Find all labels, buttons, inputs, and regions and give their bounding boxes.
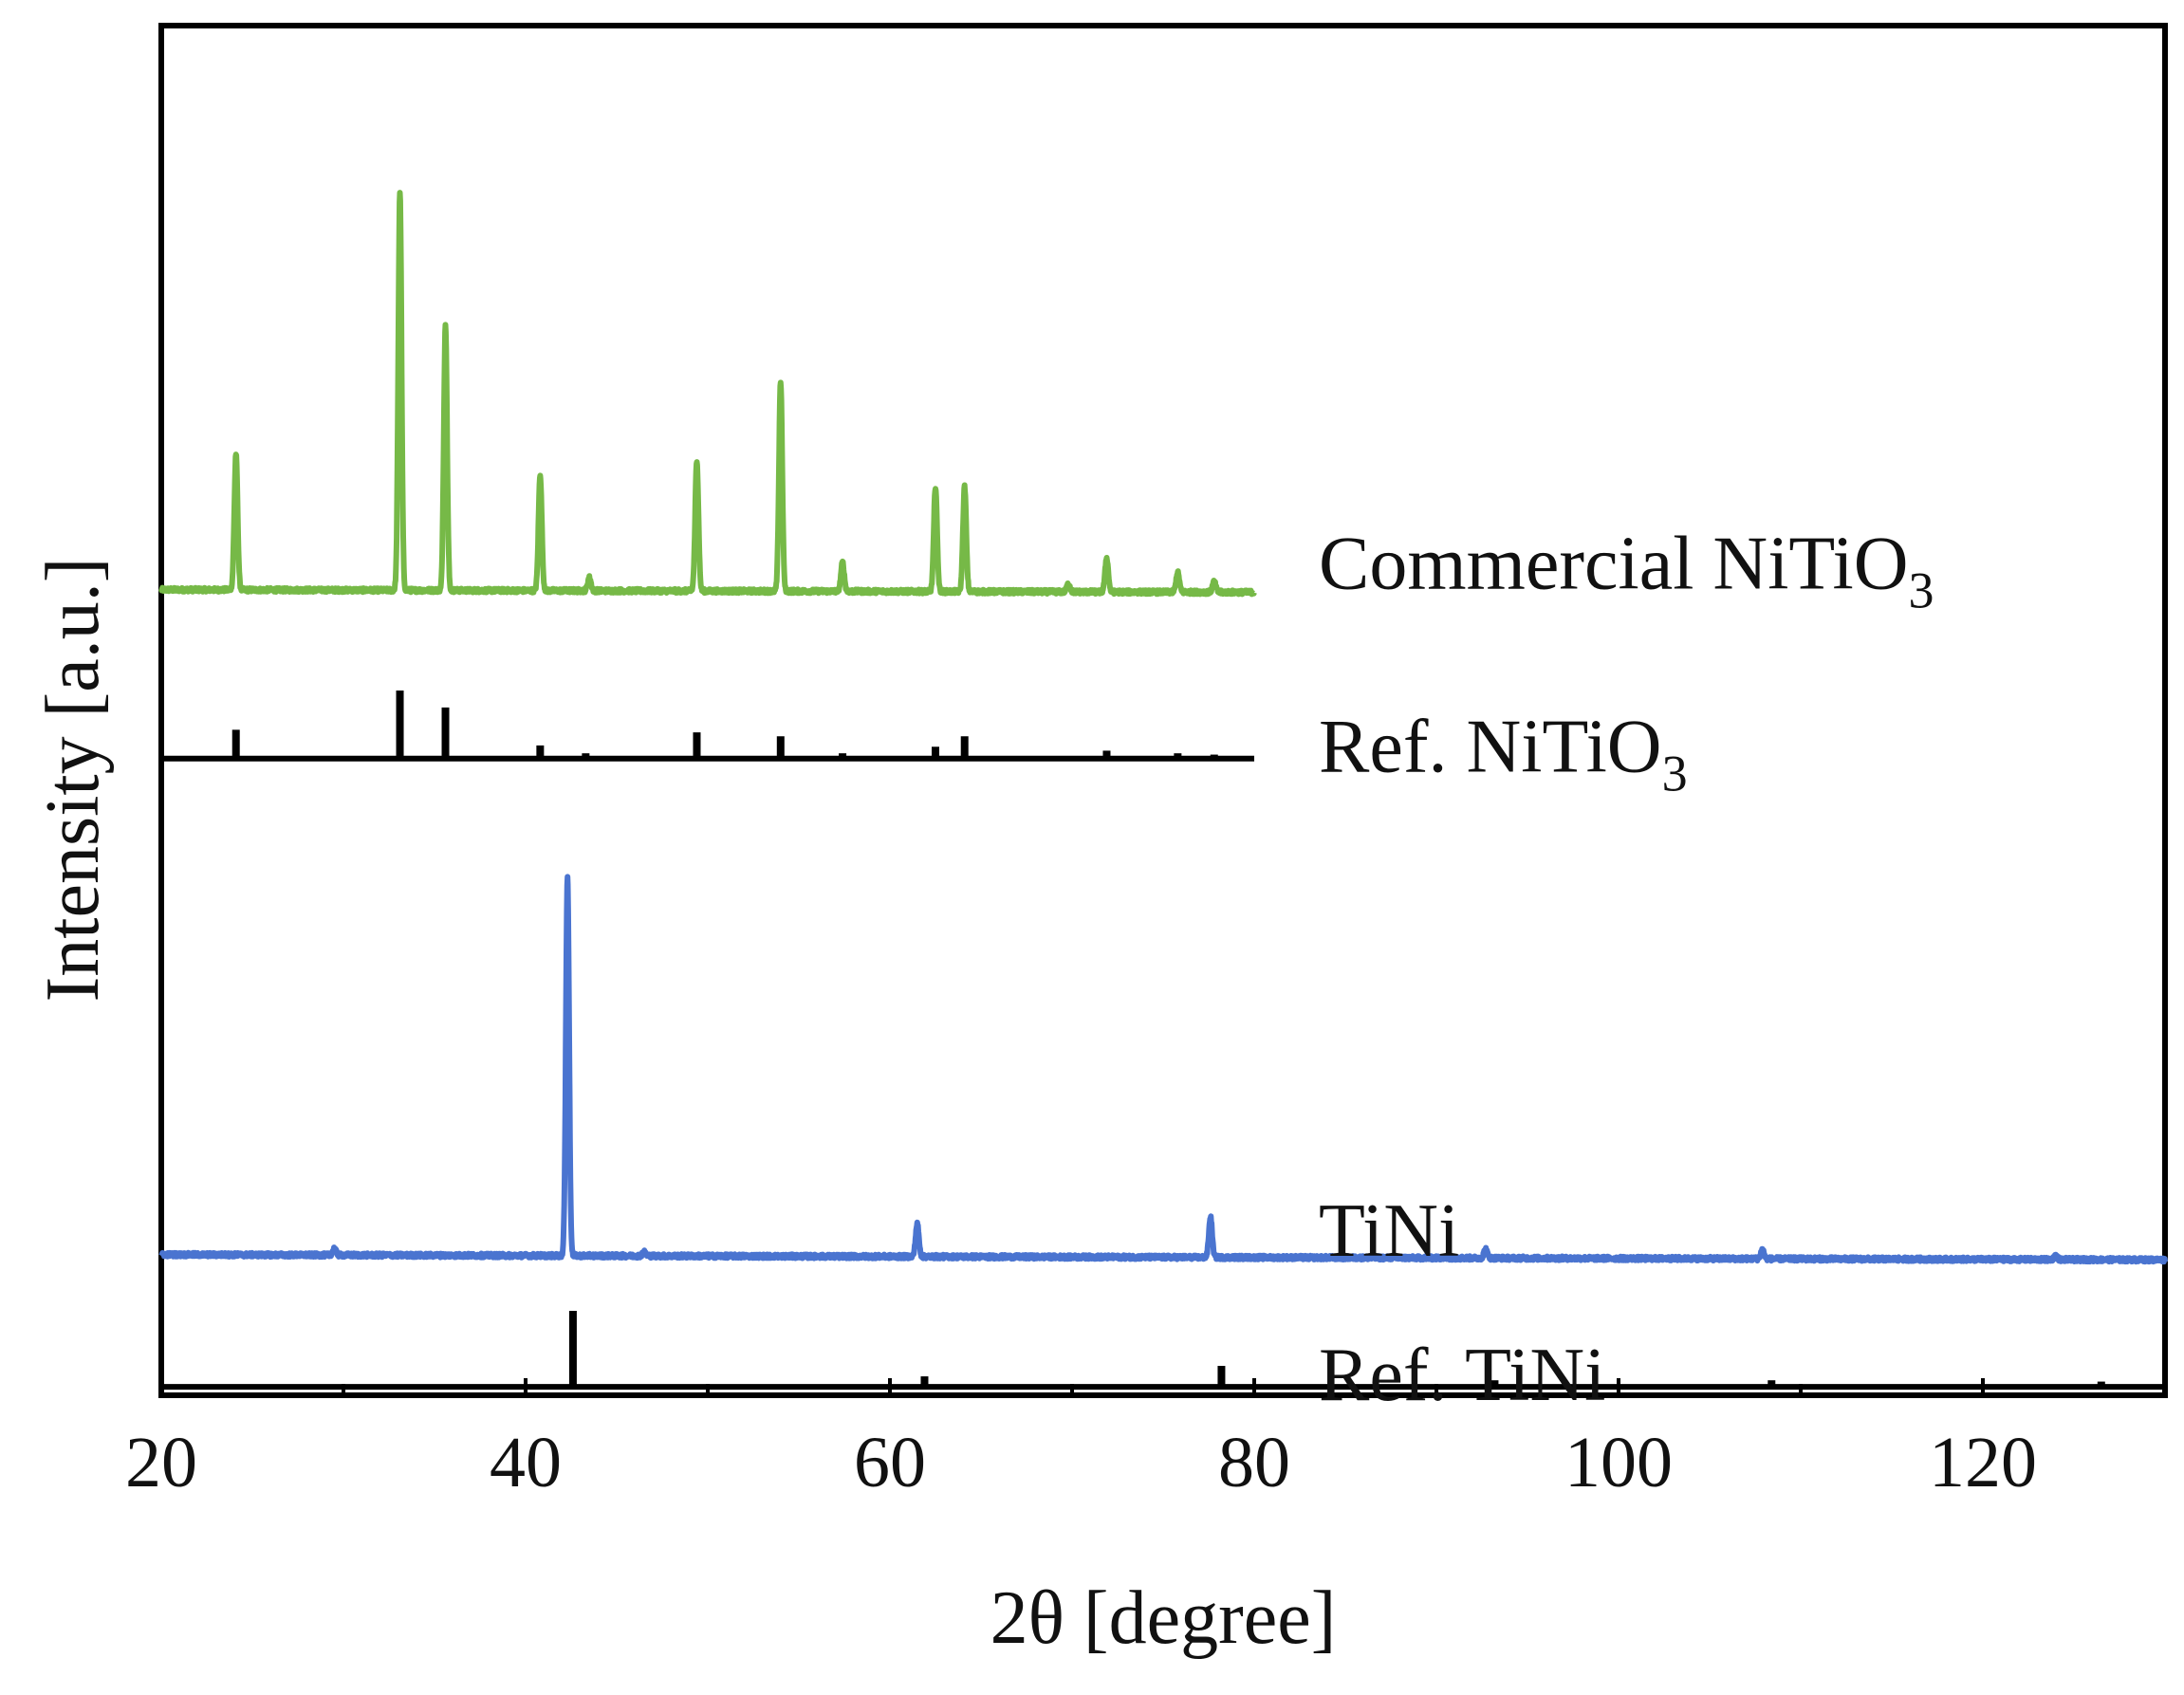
x-tick-label-120: 120 bbox=[1929, 1423, 2037, 1502]
x-tick-label-20: 20 bbox=[125, 1423, 197, 1502]
x-tick-label-80: 80 bbox=[1218, 1423, 1290, 1502]
tini-label-text: TiNi bbox=[1319, 1189, 1459, 1273]
x-tick-label-100: 100 bbox=[1564, 1423, 1673, 1502]
commercial-nitio3-trace bbox=[158, 190, 1257, 598]
x-tick-label-40: 40 bbox=[490, 1423, 562, 1502]
plot-frame bbox=[158, 23, 2168, 1398]
tini-label: TiNi bbox=[1319, 1189, 1459, 1273]
x-tick-label-60: 60 bbox=[854, 1423, 926, 1502]
ref-tini-label: Ref. TiNi bbox=[1319, 1334, 1605, 1417]
tini-trace bbox=[158, 874, 2168, 1265]
ref-nitio3-label: Ref. NiTiO3 bbox=[1319, 706, 1688, 802]
commercial-nitio3-label-text: Commercial NiTiO bbox=[1319, 522, 1908, 605]
commercial-nitio3-label-subscript: 3 bbox=[1908, 562, 1934, 618]
ref-tini-label-text: Ref. TiNi bbox=[1319, 1334, 1605, 1417]
x-axis: 20 40 60 80 100 120 bbox=[125, 1378, 2167, 1502]
commercial-nitio3-label: Commercial NiTiO3 bbox=[1319, 522, 1934, 618]
traces bbox=[158, 190, 2168, 1391]
ref-nitio3-label-subscript: 3 bbox=[1662, 746, 1688, 802]
x-axis-title: 2θ [degree] bbox=[990, 1576, 1337, 1660]
ref-nitio3-label-text: Ref. NiTiO bbox=[1319, 706, 1662, 789]
y-axis-title: Intensity [a.u.] bbox=[31, 558, 115, 1003]
